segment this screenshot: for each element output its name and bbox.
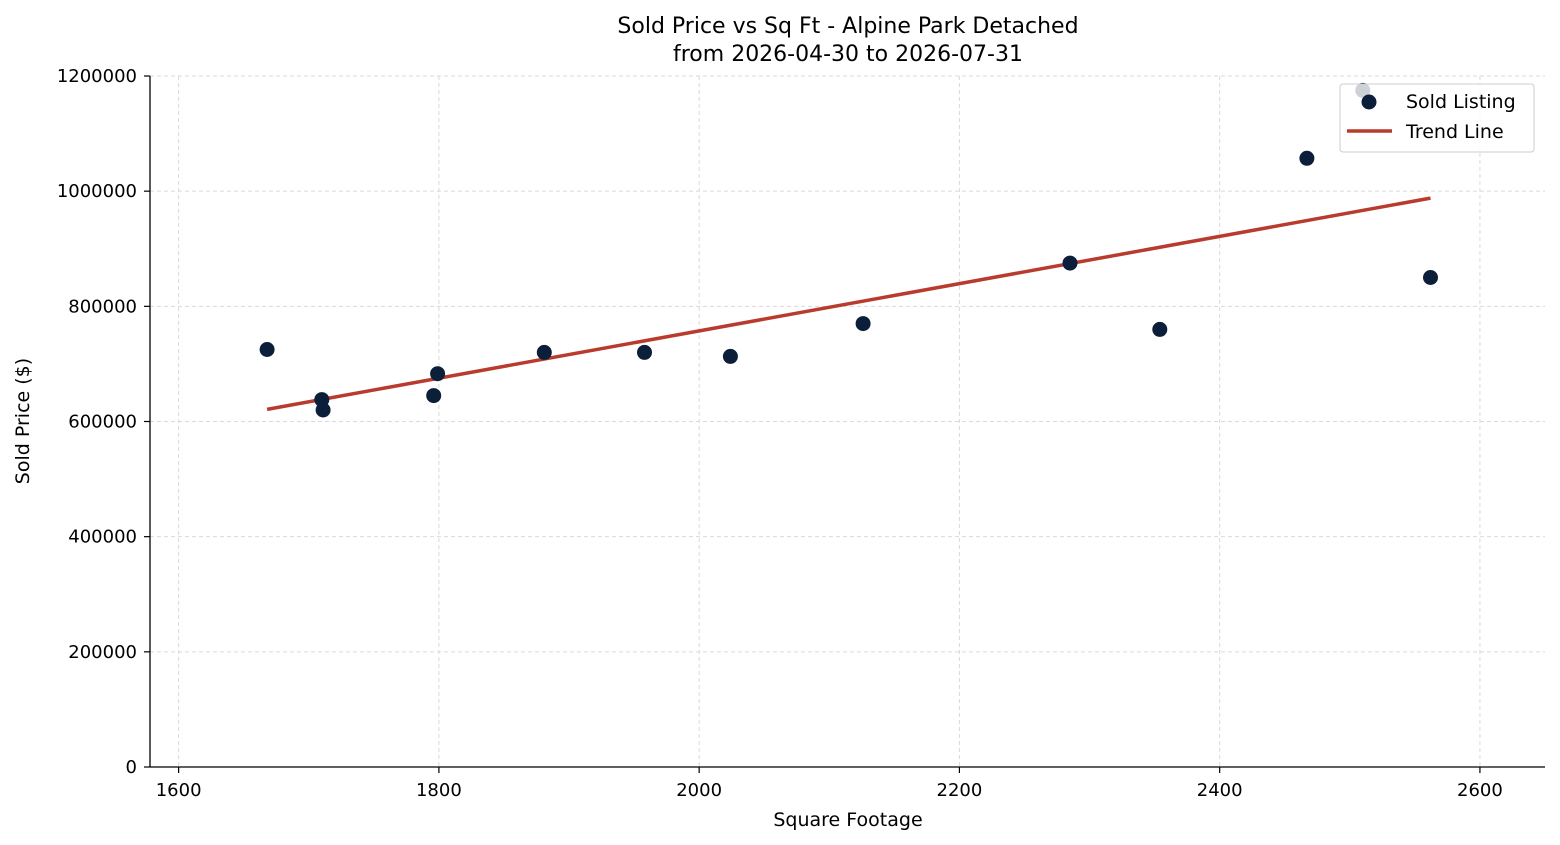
data-point bbox=[1423, 270, 1438, 285]
data-point bbox=[259, 342, 275, 357]
x-tick-label: 1800 bbox=[416, 780, 462, 801]
x-tick-label: 2000 bbox=[676, 780, 722, 801]
y-tick-label: 200000 bbox=[68, 642, 137, 663]
data-point bbox=[426, 388, 442, 404]
trend-line bbox=[266, 196, 1431, 412]
x-axis-label: Square Footage bbox=[773, 809, 922, 831]
legend-label-sold-listing: Sold Listing bbox=[1406, 91, 1516, 113]
legend: Sold Listing Trend Line bbox=[1339, 83, 1535, 153]
legend-marker-sold-listing bbox=[1361, 94, 1377, 110]
x-tick-label: 2400 bbox=[1197, 780, 1243, 801]
y-tick-label: 600000 bbox=[68, 412, 137, 433]
data-point bbox=[430, 366, 446, 382]
y-tick-label: 800000 bbox=[68, 296, 137, 317]
chart-title: Sold Price vs Sq Ft - Alpine Park Detach… bbox=[617, 14, 1078, 39]
data-point bbox=[315, 402, 331, 418]
y-axis-label: Sold Price ($) bbox=[12, 358, 34, 484]
x-tick-label: 2200 bbox=[937, 780, 983, 801]
points-layer bbox=[259, 82, 1438, 418]
data-point bbox=[855, 316, 871, 332]
trend-line-layer bbox=[266, 196, 1431, 412]
y-tick-label: 1200000 bbox=[57, 66, 137, 87]
data-point bbox=[1152, 321, 1168, 337]
y-tick-label: 400000 bbox=[68, 527, 137, 548]
data-point bbox=[637, 344, 652, 360]
ticks: 1600 1800 2000 2200 2400 2600 0 200000 400000 600… bbox=[57, 66, 1503, 801]
data-point bbox=[722, 348, 738, 364]
data-point bbox=[536, 344, 552, 360]
data-point bbox=[1299, 150, 1315, 166]
chart-subtitle: from 2026-04-30 to 2026-07-31 bbox=[673, 42, 1023, 67]
x-tick-label: 1600 bbox=[156, 780, 202, 801]
y-tick-label: 0 bbox=[126, 757, 137, 778]
grid bbox=[150, 75, 1545, 768]
legend-label-trend-line: Trend Line bbox=[1405, 121, 1504, 143]
legend-box bbox=[1339, 83, 1535, 153]
x-tick-label: 2600 bbox=[1457, 780, 1503, 801]
y-tick-label: 1000000 bbox=[57, 181, 137, 202]
data-point bbox=[1062, 255, 1078, 271]
